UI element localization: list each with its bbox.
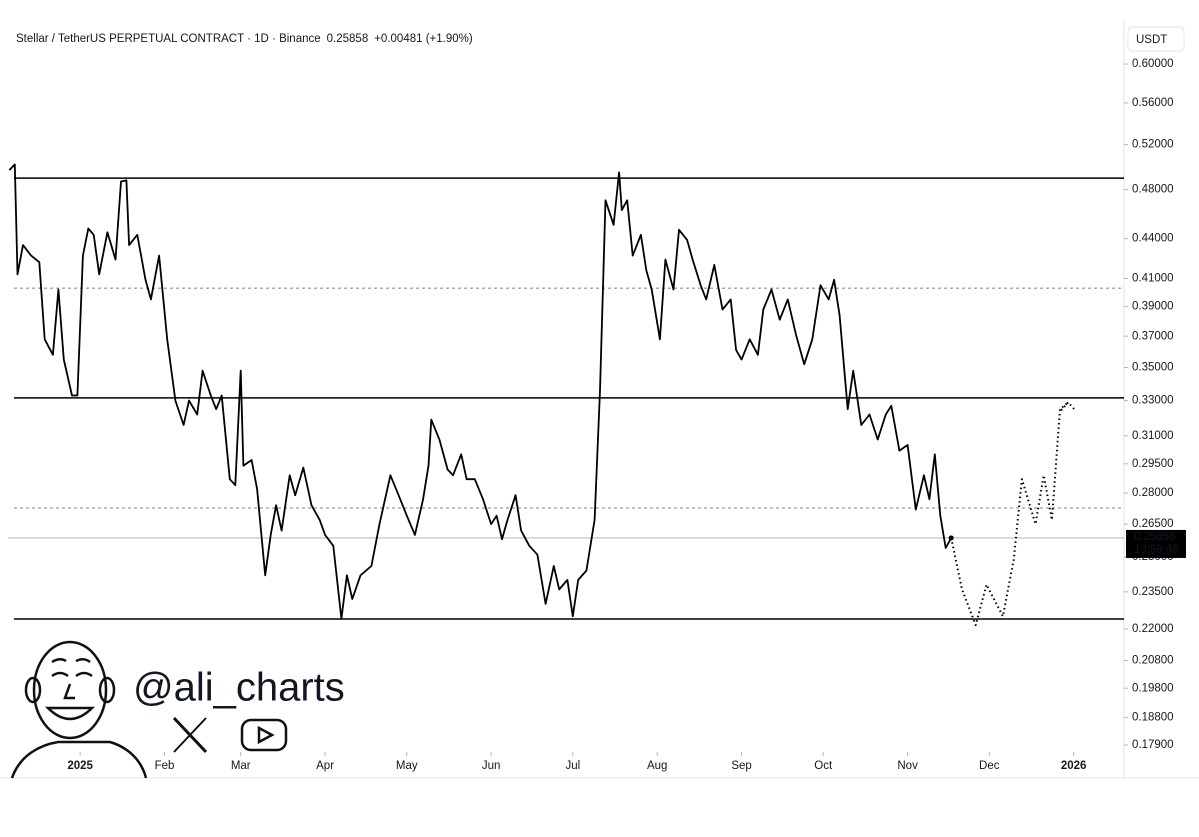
y-tick-label: 0.26500 [1132,518,1174,530]
x-logo-stroke[interactable] [173,717,207,753]
y-tick-label: 0.41000 [1132,272,1174,284]
x-tick-label: 2026 [1061,760,1087,772]
ear [24,676,42,704]
y-tick-label: 0.18800 [1132,711,1174,723]
y-tick-label: 0.37000 [1132,330,1174,342]
x-tick-label: Aug [647,760,667,772]
price-countdown: 13:59:46 [1134,544,1179,556]
price-tag-label: 0.25858 [1134,531,1176,543]
y-tick-label: 0.39000 [1132,301,1174,313]
symbol: Stellar / TetherUS PERPETUAL CONTRACT · … [16,33,321,45]
y-tick-label: 0.52000 [1132,139,1174,151]
x-tick-label: Apr [316,760,334,772]
ear [98,676,116,704]
y-tick-label: 0.17900 [1132,739,1174,751]
x-tick-label: Dec [979,760,1000,772]
x-tick-label: 2025 [67,760,93,772]
nose [63,683,75,700]
y-tick-label: 0.29500 [1132,458,1174,470]
price-series [8,163,952,620]
x-tick-label: Jun [482,760,501,772]
y-tick-label: 0.23500 [1132,586,1174,598]
x-tick-label: May [396,760,418,772]
x-logo[interactable] [172,716,208,754]
y-tick-label: 0.35000 [1132,362,1174,374]
price: 0.25858 [327,33,369,45]
brows [51,658,91,664]
smile [44,706,96,721]
y-tick-label: 0.22000 [1132,623,1174,635]
x-tick-label: Jul [565,760,580,772]
currency-button[interactable] [1127,26,1185,52]
price-series [950,401,1069,627]
y-tick-label: 0.19800 [1132,682,1174,694]
change: +0.00481 (+1.90%) [374,33,473,45]
x-tick-label: Nov [897,760,918,772]
y-tick-label: 0.28000 [1132,487,1174,499]
x-tick-label: Sep [731,760,751,772]
watermark-face [10,640,148,779]
watermark-handle: @ali_charts [133,666,345,710]
y-tick-label: 0.20800 [1132,655,1174,667]
youtube-logo[interactable] [240,718,288,752]
y-tick-label: 0.33000 [1132,395,1174,407]
currency[interactable]: USDT [1136,34,1167,46]
y-tick-label: 0.44000 [1132,233,1174,245]
x-tick-label: Mar [231,760,251,772]
price-tag [1126,529,1186,558]
youtube-play[interactable] [257,725,275,745]
y-tick-label: 0.31000 [1132,430,1174,442]
head [32,640,108,740]
youtube-frame[interactable] [240,718,288,752]
eyes [51,671,93,678]
shoulders [10,740,148,779]
x-tick-label: Feb [155,760,175,772]
x-tick-label: Oct [814,760,833,772]
y-tick-label: 0.60000 [1132,58,1174,70]
y-tick-label: 0.48000 [1132,184,1174,196]
symbol-text: Stellar / TetherUS PERPETUAL CONTRACT · … [16,33,473,45]
y-tick-label: 0.56000 [1132,97,1174,109]
